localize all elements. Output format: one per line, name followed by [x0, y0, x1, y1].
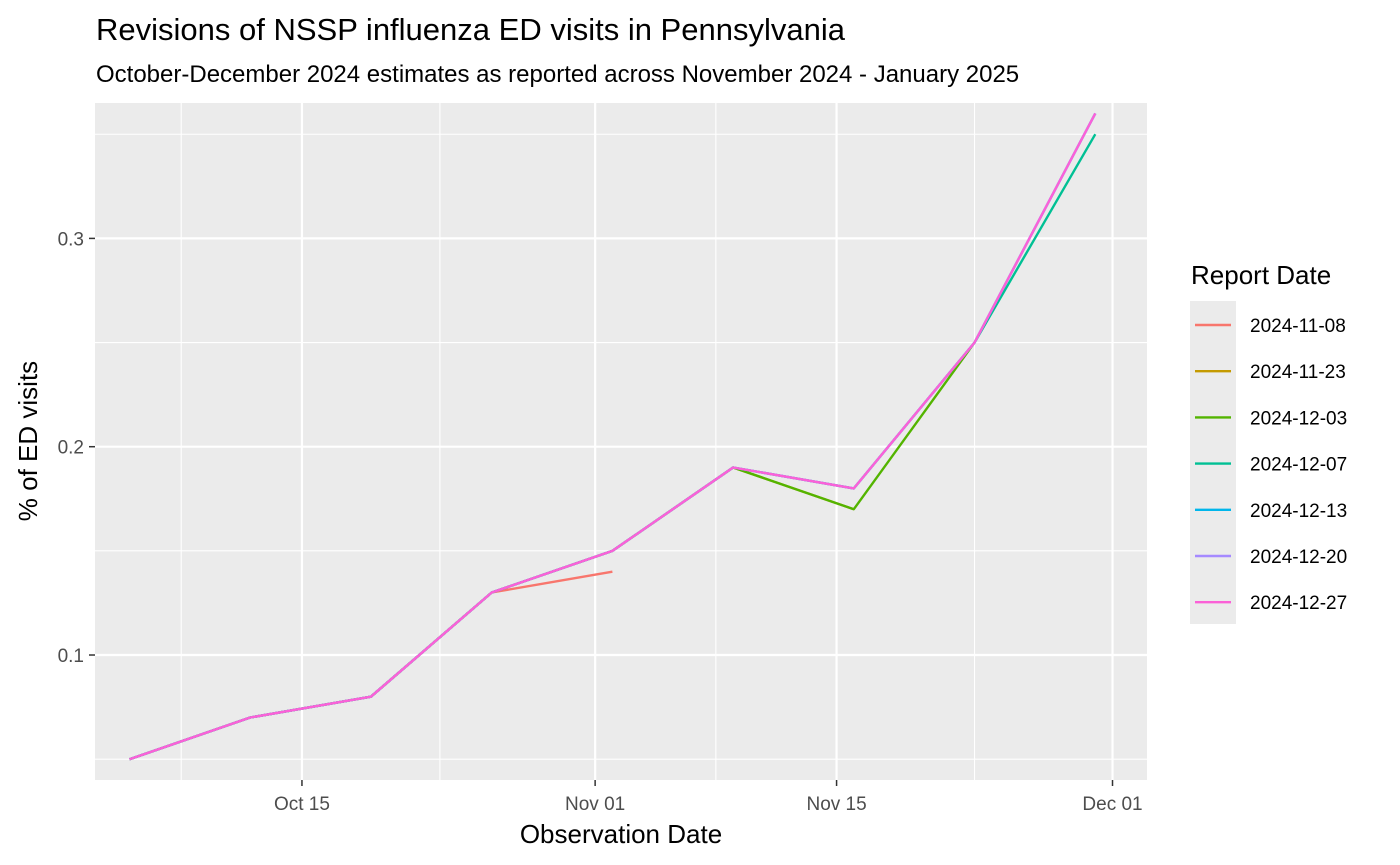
x-tick-label: Oct 15: [274, 794, 330, 815]
chart-title: Revisions of NSSP influenza ED visits in…: [96, 12, 846, 47]
x-tick-label: Nov 01: [565, 794, 625, 815]
legend-label: 2024-11-23: [1250, 362, 1346, 383]
legend-label: 2024-12-13: [1250, 501, 1347, 522]
x-tick-label: Nov 15: [806, 794, 866, 815]
legend-title: Report Date: [1191, 260, 1331, 290]
minor-grid: [95, 103, 1147, 780]
x-tick-label: Dec 01: [1082, 794, 1142, 815]
plot-panel: [95, 103, 1147, 780]
legend-label: 2024-12-20: [1250, 547, 1347, 568]
y-axis: 0.1 0.2 0.3: [58, 229, 95, 667]
legend-label: 2024-12-03: [1250, 408, 1347, 429]
legend-label: 2024-12-07: [1250, 455, 1347, 476]
y-axis-title: % of ED visits: [13, 361, 43, 521]
legend-label: 2024-12-27: [1250, 593, 1347, 614]
legend: Report Date 2024-11-08 2024-11-23 2024-12-…: [1190, 260, 1347, 624]
series-lines: [129, 112, 1097, 761]
chart-subtitle: October-December 2024 estimates as repor…: [96, 61, 1019, 88]
y-tick-label: 0.2: [58, 438, 84, 459]
y-tick-label: 0.3: [58, 229, 84, 250]
x-axis-title: Observation Date: [520, 819, 722, 849]
series-line-2024-12-27: [129, 112, 1097, 761]
legend-label: 2024-11-08: [1250, 316, 1346, 337]
major-grid: [95, 103, 1147, 780]
y-tick-label: 0.1: [58, 646, 84, 667]
x-axis: Oct 15 Nov 01 Nov 15 Dec 01: [274, 780, 1143, 815]
